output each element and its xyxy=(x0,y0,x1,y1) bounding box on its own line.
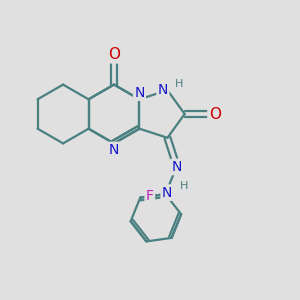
Text: N: N xyxy=(172,160,182,174)
Text: H: H xyxy=(180,181,188,191)
Text: N: N xyxy=(162,186,172,200)
Text: O: O xyxy=(108,47,120,62)
Text: N: N xyxy=(158,82,168,97)
Text: H: H xyxy=(175,79,183,88)
Text: O: O xyxy=(209,106,221,122)
Text: F: F xyxy=(146,189,154,203)
Text: N: N xyxy=(109,143,119,157)
Text: N: N xyxy=(134,86,145,100)
